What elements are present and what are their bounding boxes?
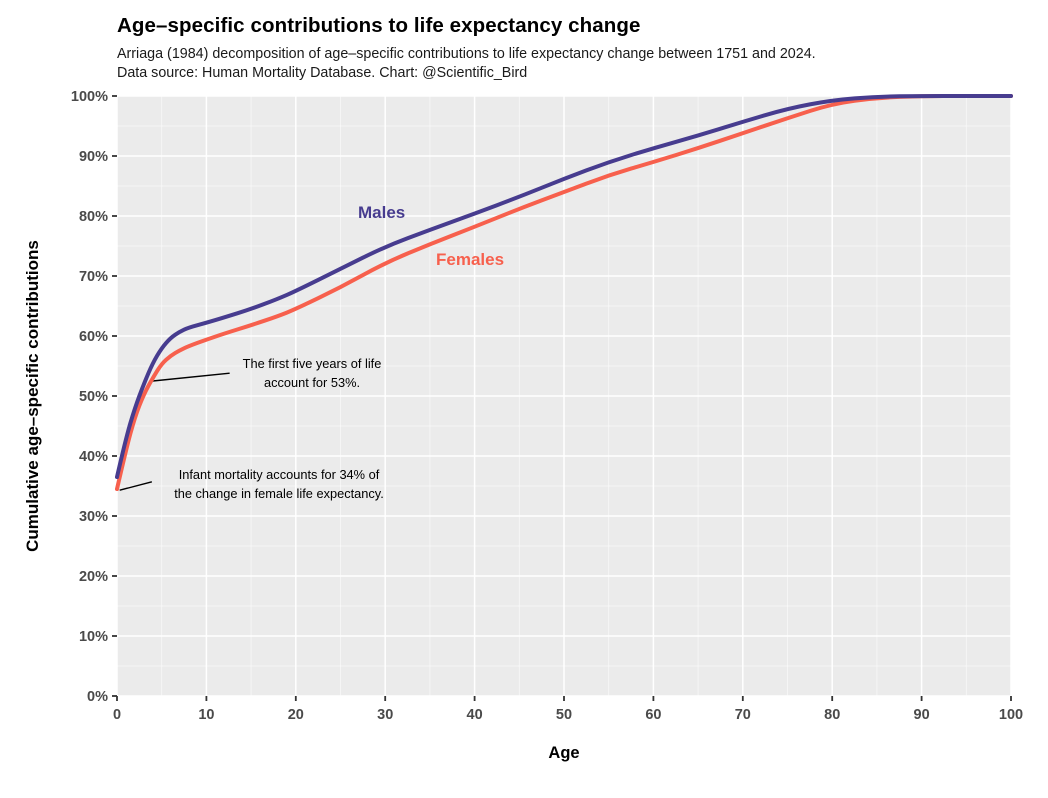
y-tick-label: 30% <box>79 509 108 525</box>
males-line <box>115 93 1013 479</box>
x-tick-label: 80 <box>824 707 840 723</box>
y-tick-label: 70% <box>79 269 108 285</box>
annotation-text-line: Infant mortality accounts for 34% of <box>178 467 380 482</box>
x-tick-label: 10 <box>198 707 214 723</box>
chart-subtitle-line2: Data source: Human Mortality Database. C… <box>117 65 528 81</box>
y-tick-label: 80% <box>79 209 108 225</box>
y-tick-label: 20% <box>79 569 108 585</box>
annotation-text-line: The first five years of life <box>242 356 382 371</box>
x-tick-label: 20 <box>288 707 304 723</box>
annotation-text-line: account for 53%. <box>263 374 361 390</box>
x-tick-label: 30 <box>377 707 393 723</box>
chart-title: Age–specific contributions to life expec… <box>117 14 641 37</box>
males-series-label: Males <box>358 203 406 222</box>
females-series-label: Females <box>436 250 505 269</box>
y-tick-label: 100% <box>71 89 108 105</box>
y-tick-label: 90% <box>79 149 108 165</box>
leader-line-first-five <box>152 372 230 382</box>
x-tick-label: 70 <box>735 707 751 723</box>
x-tick-label: 100 <box>999 707 1023 723</box>
x-tick-label: 40 <box>467 707 483 723</box>
annotation-infant-mortality: Infant mortality accounts for 34% of the… <box>144 466 414 503</box>
x-tick-label: 60 <box>645 707 661 723</box>
annotation-text-line: the change in female life expectancy. <box>174 485 384 501</box>
x-tick-label: 0 <box>113 707 121 723</box>
x-tick-label: 90 <box>914 707 930 723</box>
x-tick-label: 50 <box>556 707 572 723</box>
y-tick-label: 0% <box>87 689 108 705</box>
annotation-first-five-years: The first five years of life account for… <box>202 355 422 392</box>
y-tick-label: 40% <box>79 449 108 465</box>
leader-line-infant <box>119 481 153 491</box>
y-axis-title: Cumulative age–specific contributions <box>23 240 42 552</box>
y-tick-label: 10% <box>79 629 108 645</box>
y-tick-label: 60% <box>79 329 108 345</box>
y-tick-label: 50% <box>79 389 108 405</box>
females-line <box>115 93 1013 491</box>
x-axis-title: Age <box>548 744 580 762</box>
chart-subtitle-line1: Arriaga (1984) decomposition of age–spec… <box>117 46 816 62</box>
